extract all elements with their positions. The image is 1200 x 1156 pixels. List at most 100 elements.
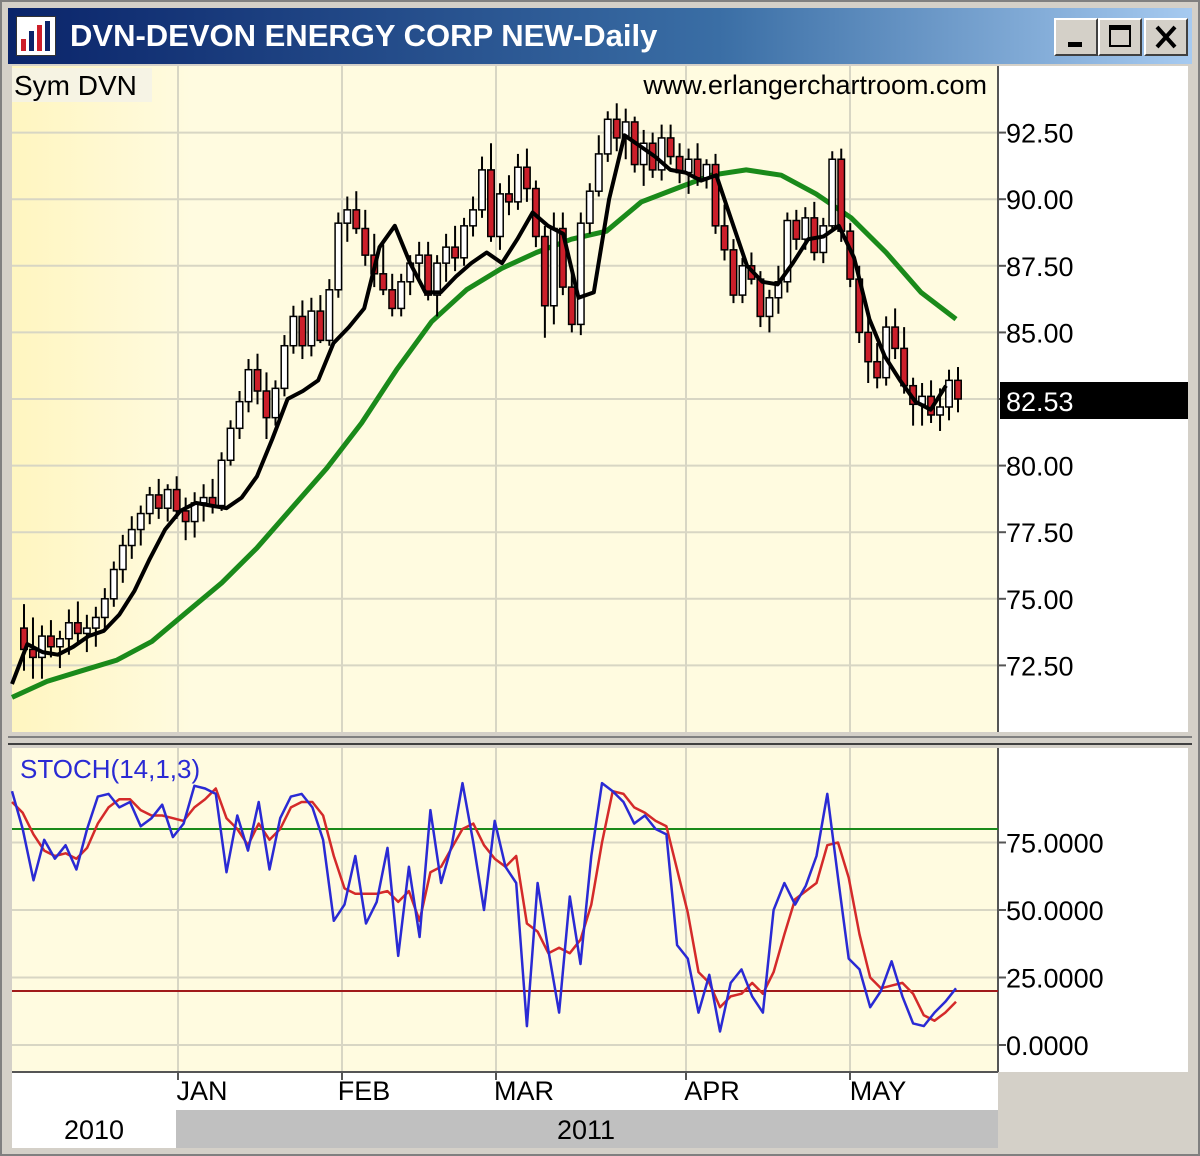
candle-body <box>361 227 370 256</box>
candle-body <box>469 209 478 227</box>
candle-body <box>720 225 729 251</box>
stoch-title: STOCH(14,1,3) <box>20 754 200 784</box>
candle-body <box>612 118 621 139</box>
candle-body <box>55 638 64 648</box>
candle-body <box>352 209 361 230</box>
month-labels: JAN FEB MAR APR MAY <box>176 1072 906 1106</box>
candle-body <box>244 368 253 403</box>
candle-body <box>819 225 828 254</box>
candle-body <box>451 246 460 259</box>
minimize-icon <box>1068 42 1082 47</box>
price-tick-label: 85.00 <box>1006 318 1074 348</box>
fast-ma-line <box>10 133 948 685</box>
month-label: APR <box>684 1076 740 1106</box>
candle-body <box>873 360 882 379</box>
candle-body <box>864 331 873 363</box>
candle-body <box>226 427 235 462</box>
candle-body <box>82 627 91 635</box>
candle-body <box>136 512 145 531</box>
slow-ma-line <box>10 167 958 700</box>
candle-body <box>828 158 837 227</box>
month-label: FEB <box>338 1076 391 1106</box>
candle-body <box>100 598 109 619</box>
stoch-k-line <box>10 781 957 1033</box>
candle-body <box>163 488 172 509</box>
close-icon <box>1155 25 1177 49</box>
candle-body <box>235 400 244 430</box>
candle-body <box>594 153 603 192</box>
candle-body <box>154 494 163 509</box>
year-label-2011: 2011 <box>557 1115 615 1145</box>
candle-body <box>540 235 549 307</box>
candle-body <box>585 190 594 224</box>
candle-body <box>64 622 73 640</box>
candle-body <box>792 219 801 240</box>
price-tick-label: 72.50 <box>1006 651 1074 681</box>
month-axis <box>12 1072 998 1110</box>
candle-body <box>262 390 271 419</box>
candle-body <box>316 310 325 342</box>
candle-body <box>307 310 316 347</box>
candle-body <box>666 137 675 158</box>
fast-moving-average <box>10 133 948 685</box>
close-button[interactable] <box>1144 18 1188 56</box>
candle-body <box>801 217 810 240</box>
month-label: MAY <box>850 1076 907 1106</box>
year-axis-2010 <box>12 1110 176 1148</box>
maximize-button[interactable] <box>1098 18 1142 56</box>
candle-body <box>460 225 469 259</box>
stoch-axis-panel <box>998 748 1188 1072</box>
candle-body <box>954 379 962 400</box>
candle-body <box>334 222 343 291</box>
symbol-label: Sym DVN <box>14 70 137 101</box>
candle-body <box>837 158 846 232</box>
candle-body <box>298 315 307 347</box>
candle-body <box>487 169 495 238</box>
candle-body <box>73 622 82 635</box>
candle-body <box>576 222 585 326</box>
candle-body <box>810 217 819 254</box>
candle-body <box>603 118 612 155</box>
year-label-2010: 2010 <box>64 1115 124 1145</box>
candle-body <box>415 254 424 264</box>
year-axis-2011 <box>176 1110 998 1148</box>
stoch-tick-label: 25.0000 <box>1006 964 1104 994</box>
watermark-url: www.erlangerchartroom.com <box>642 70 987 100</box>
candle-body <box>118 544 127 571</box>
stoch-tick-label: 75.0000 <box>1006 829 1104 859</box>
candle-body <box>684 158 693 174</box>
candle-body <box>756 278 765 318</box>
minimize-button[interactable] <box>1054 18 1098 56</box>
candle-body <box>549 227 558 307</box>
candle-body <box>657 137 666 171</box>
title-bar[interactable]: DVN-DEVON ENERGY CORP NEW-Daily <box>8 8 1192 64</box>
candle-body <box>37 635 46 659</box>
candle-body <box>127 528 136 547</box>
month-label: MAR <box>494 1076 554 1106</box>
candle-body <box>765 297 774 318</box>
candle-body <box>478 169 487 211</box>
month-label: JAN <box>176 1076 227 1106</box>
candle-body <box>325 289 334 342</box>
candle-body <box>945 379 954 408</box>
stoch-y-axis: 75.0000 50.0000 25.0000 0.0000 <box>998 829 1104 1061</box>
candle-body <box>46 635 55 648</box>
candle-body <box>109 568 118 600</box>
candle-body <box>558 227 567 288</box>
price-tick-label: 80.00 <box>1006 452 1074 482</box>
stoch-tick-label: 0.0000 <box>1006 1031 1089 1061</box>
chart-app-icon <box>16 16 56 56</box>
maximize-icon <box>1109 25 1131 47</box>
candle-body <box>145 494 154 515</box>
candle-body <box>343 209 352 224</box>
candle-body <box>522 166 531 190</box>
candle-body <box>28 648 37 659</box>
candle-body <box>738 265 747 296</box>
candle-body <box>891 326 900 350</box>
stoch-tick-label: 50.0000 <box>1006 896 1104 926</box>
candle-body <box>639 142 648 166</box>
price-tick-label: 87.50 <box>1006 252 1074 282</box>
price-tick-label: 92.50 <box>1006 119 1074 149</box>
